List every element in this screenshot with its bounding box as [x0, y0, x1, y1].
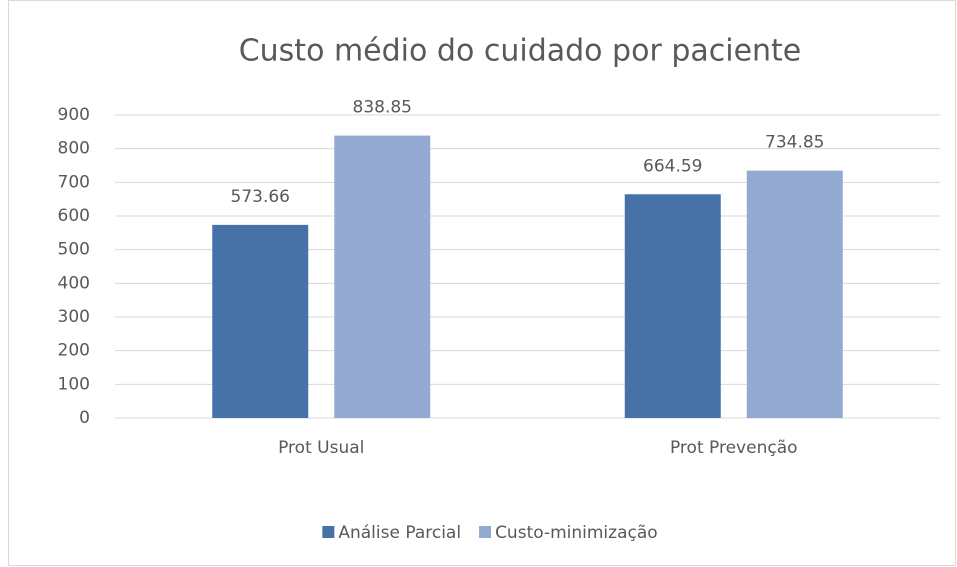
- bar: [212, 224, 309, 418]
- y-tick-label: 200: [58, 341, 90, 361]
- data-label: 573.66: [231, 187, 290, 207]
- y-tick-label: 0: [79, 408, 90, 428]
- y-tick-label: 800: [58, 139, 90, 159]
- x-tick-label: Prot Prevenção: [670, 438, 798, 458]
- chart-title: Custo médio do cuidado por paciente: [239, 34, 802, 69]
- bar: [334, 135, 431, 419]
- y-tick-label: 900: [58, 105, 90, 125]
- y-tick-label: 400: [58, 273, 90, 293]
- legend-label: Custo-minimização: [495, 523, 658, 543]
- bar: [624, 194, 721, 418]
- x-tick-label: Prot Usual: [278, 438, 364, 458]
- y-tick-label: 600: [58, 206, 90, 226]
- legend-label: Análise Parcial: [338, 523, 461, 543]
- data-label: 734.85: [765, 133, 824, 153]
- data-label: 664.59: [643, 156, 702, 176]
- y-tick-label: 300: [58, 307, 90, 327]
- y-tick-label: 700: [58, 172, 90, 192]
- y-tick-label: 100: [58, 374, 90, 394]
- legend-swatch: [479, 526, 492, 538]
- data-label: 838.85: [353, 98, 412, 118]
- legend-swatch: [322, 526, 335, 538]
- bar: [746, 170, 843, 418]
- y-tick-label: 500: [58, 240, 90, 260]
